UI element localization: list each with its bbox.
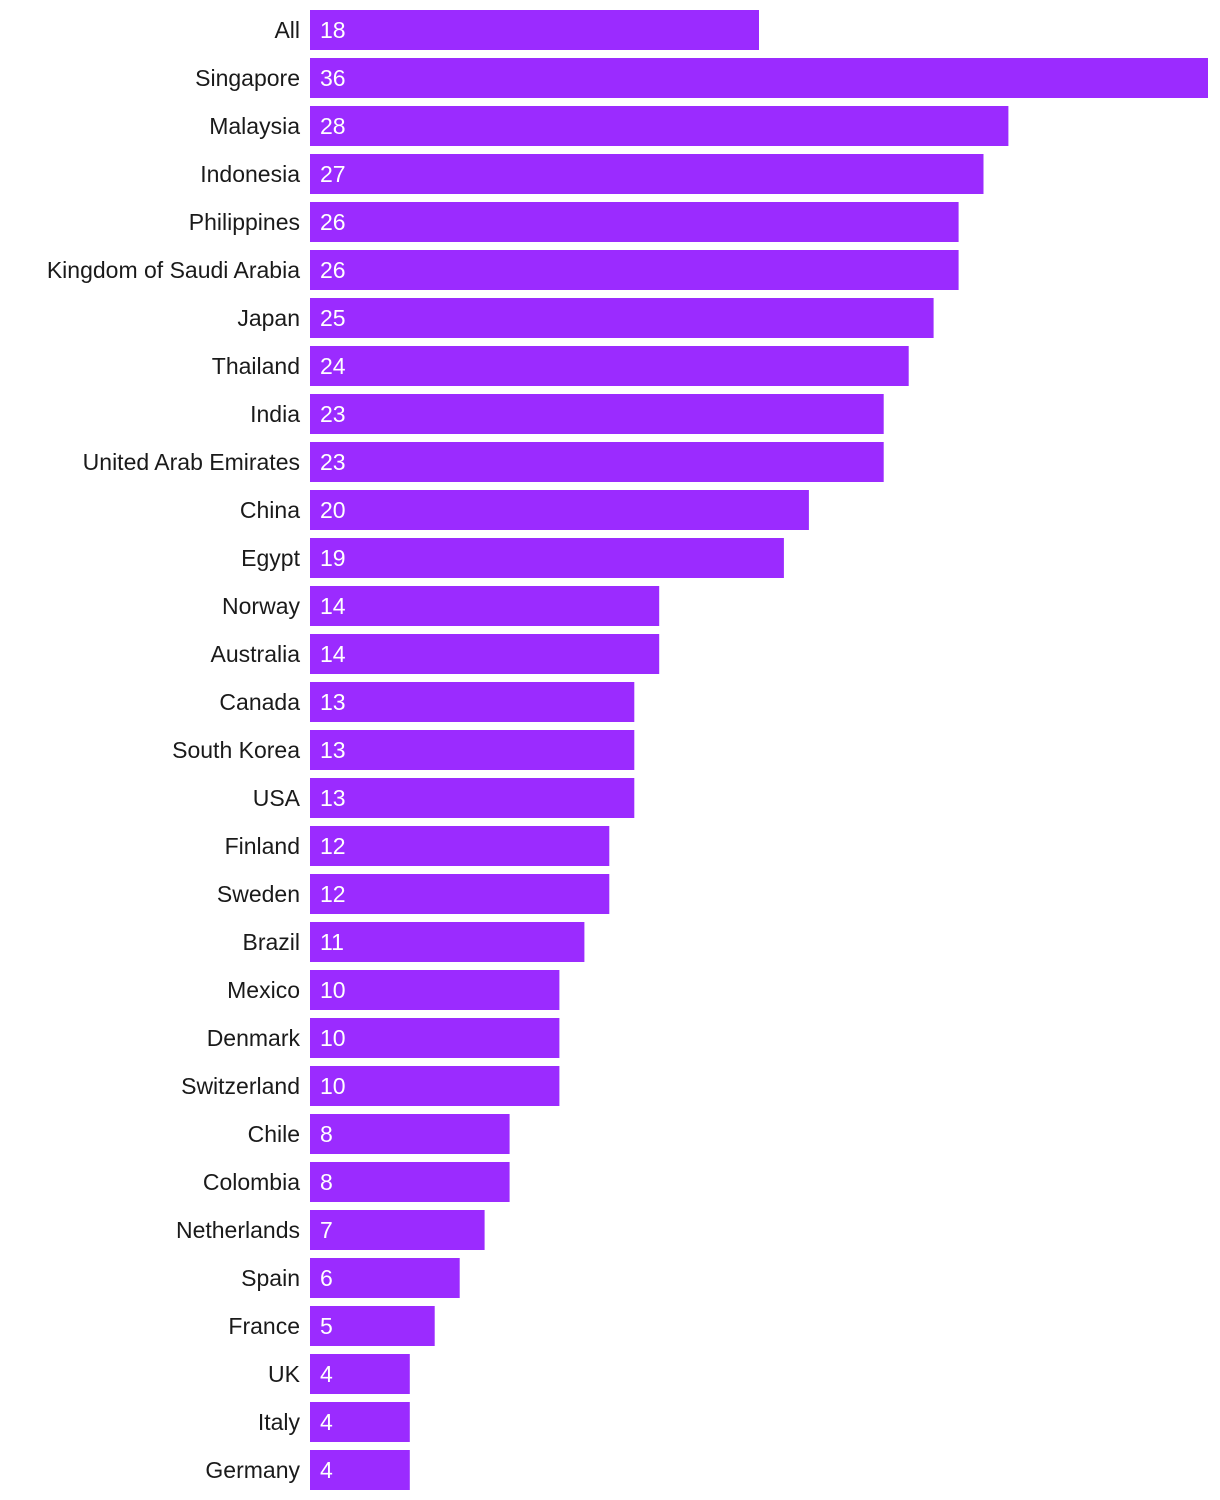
category-label: Philippines: [189, 209, 300, 235]
category-label: Switzerland: [181, 1073, 300, 1099]
value-label: 10: [320, 1025, 346, 1051]
category-label: Malaysia: [209, 113, 300, 139]
category-label: Mexico: [227, 977, 300, 1003]
value-labels-group: 18 36 28 27 26 26 25 24 23 23 20 19 14 14 13 13 13 12 12 11…: [320, 17, 346, 1483]
bar: [310, 298, 934, 338]
bar: [310, 1258, 460, 1298]
bar: [310, 1306, 435, 1346]
value-label: 19: [320, 545, 346, 571]
category-label: Japan: [237, 305, 300, 331]
value-label: 13: [320, 785, 346, 811]
bar: [310, 874, 610, 914]
category-label: Sweden: [217, 881, 300, 907]
category-label: UK: [268, 1361, 301, 1387]
bar: [310, 10, 759, 50]
value-label: 7: [320, 1217, 333, 1243]
category-label: Indonesia: [200, 161, 300, 187]
category-label: Kingdom of Saudi Arabia: [47, 257, 300, 283]
category-label: Spain: [241, 1265, 300, 1291]
value-label: 14: [320, 641, 346, 667]
bar: [310, 1114, 510, 1154]
category-label: Brazil: [242, 929, 300, 955]
value-label: 25: [320, 305, 346, 331]
value-label: 36: [320, 65, 346, 91]
value-label: 27: [320, 161, 346, 187]
value-label: 23: [320, 449, 346, 475]
bar: [310, 922, 585, 962]
category-label: China: [240, 497, 300, 523]
value-label: 10: [320, 977, 346, 1003]
category-label: India: [250, 401, 300, 427]
value-label: 24: [320, 353, 346, 379]
bar: [310, 202, 959, 242]
category-label: Chile: [248, 1121, 300, 1147]
bar: [310, 778, 635, 818]
category-label: Germany: [205, 1457, 300, 1483]
bar: [310, 394, 884, 434]
category-label: Colombia: [203, 1169, 300, 1195]
value-label: 14: [320, 593, 346, 619]
value-label: 12: [320, 881, 346, 907]
bars-group: [310, 10, 1208, 1490]
category-label: Denmark: [207, 1025, 301, 1051]
bar: [310, 634, 660, 674]
value-label: 18: [320, 17, 346, 43]
category-label: Australia: [211, 641, 301, 667]
value-label: 6: [320, 1265, 333, 1291]
bar: [310, 682, 635, 722]
bar: [310, 1018, 560, 1058]
bar: [310, 970, 560, 1010]
category-label: Italy: [258, 1409, 301, 1435]
bar: [310, 106, 1009, 146]
category-label: France: [228, 1313, 300, 1339]
value-label: 4: [320, 1457, 333, 1483]
category-label: Singapore: [195, 65, 300, 91]
category-label: All: [274, 17, 300, 43]
value-label: 4: [320, 1409, 333, 1435]
category-label: South Korea: [172, 737, 300, 763]
value-label: 23: [320, 401, 346, 427]
category-label: Thailand: [212, 353, 300, 379]
category-labels-group: All Singapore Malaysia Indonesia Philippines…: [47, 17, 301, 1483]
value-label: 28: [320, 113, 346, 139]
bar: [310, 154, 984, 194]
bar: [310, 1450, 410, 1490]
value-label: 20: [320, 497, 346, 523]
value-label: 13: [320, 737, 346, 763]
value-label: 11: [320, 929, 344, 955]
value-label: 8: [320, 1121, 333, 1147]
category-label: Finland: [225, 833, 300, 859]
category-label: Netherlands: [176, 1217, 300, 1243]
bar: [310, 346, 909, 386]
bar: [310, 250, 959, 290]
value-label: 13: [320, 689, 346, 715]
value-label: 10: [320, 1073, 346, 1099]
category-label: Canada: [219, 689, 300, 715]
category-label: Egypt: [241, 545, 300, 571]
bar: [310, 58, 1208, 98]
value-label: 26: [320, 257, 346, 283]
bar: [310, 1066, 560, 1106]
bar: [310, 1162, 510, 1202]
category-label: USA: [253, 785, 301, 811]
bar: [310, 586, 660, 626]
bar: [310, 826, 610, 866]
value-label: 26: [320, 209, 346, 235]
bar: [310, 1354, 410, 1394]
value-label: 4: [320, 1361, 333, 1387]
bar: [310, 730, 635, 770]
value-label: 8: [320, 1169, 333, 1195]
bar: [310, 538, 784, 578]
bar: [310, 1210, 485, 1250]
category-label: United Arab Emirates: [83, 449, 300, 475]
bar: [310, 490, 809, 530]
value-label: 12: [320, 833, 346, 859]
category-label: Norway: [222, 593, 300, 619]
bar: [310, 442, 884, 482]
bar: [310, 1402, 410, 1442]
value-label: 5: [320, 1313, 333, 1339]
